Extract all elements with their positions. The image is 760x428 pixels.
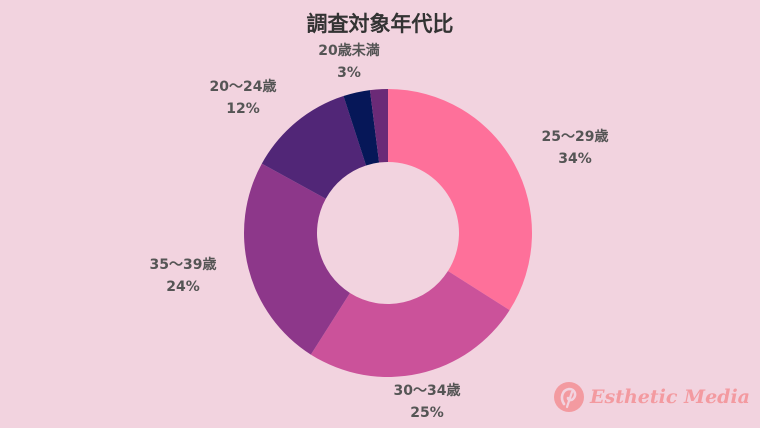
slice-label-35-39: 35〜39歳 24% (128, 254, 238, 298)
slice-label-35-39-percent: 24% (166, 279, 200, 295)
slice-label-under-20-percent: 3% (337, 65, 361, 81)
logo-text: Esthetic Media (590, 386, 750, 408)
donut-slice-5 (369, 89, 388, 163)
slice-label-20-24-percent: 12% (226, 101, 260, 117)
donut-slice-3 (261, 96, 367, 199)
donut-slice-2 (244, 163, 350, 355)
donut-slice-0 (388, 89, 532, 311)
logo-icon (554, 382, 585, 412)
slice-label-30-34-name: 30〜34歳 (393, 383, 461, 399)
slice-label-35-39-name: 35〜39歳 (149, 257, 217, 273)
slice-label-25-29: 25〜29歳 34% (520, 126, 630, 170)
slice-label-30-34-percent: 25% (410, 405, 444, 421)
donut-slice-4 (343, 90, 380, 166)
slice-label-under-20-name: 20歳未満 (318, 43, 380, 59)
slice-label-20-24-name: 20〜24歳 (209, 79, 277, 95)
slice-label-under-20: 20歳未満 3% (294, 40, 404, 84)
slice-label-25-29-percent: 34% (558, 151, 592, 167)
esthetic-media-logo: Esthetic Media (552, 380, 750, 414)
slice-label-25-29-name: 25〜29歳 (541, 129, 609, 145)
chart-title: 調査対象年代比 (306, 12, 454, 36)
slice-label-30-34: 30〜34歳 25% (372, 380, 482, 424)
donut-slice-1 (310, 271, 510, 378)
slice-label-20-24: 20〜24歳 12% (188, 76, 298, 120)
